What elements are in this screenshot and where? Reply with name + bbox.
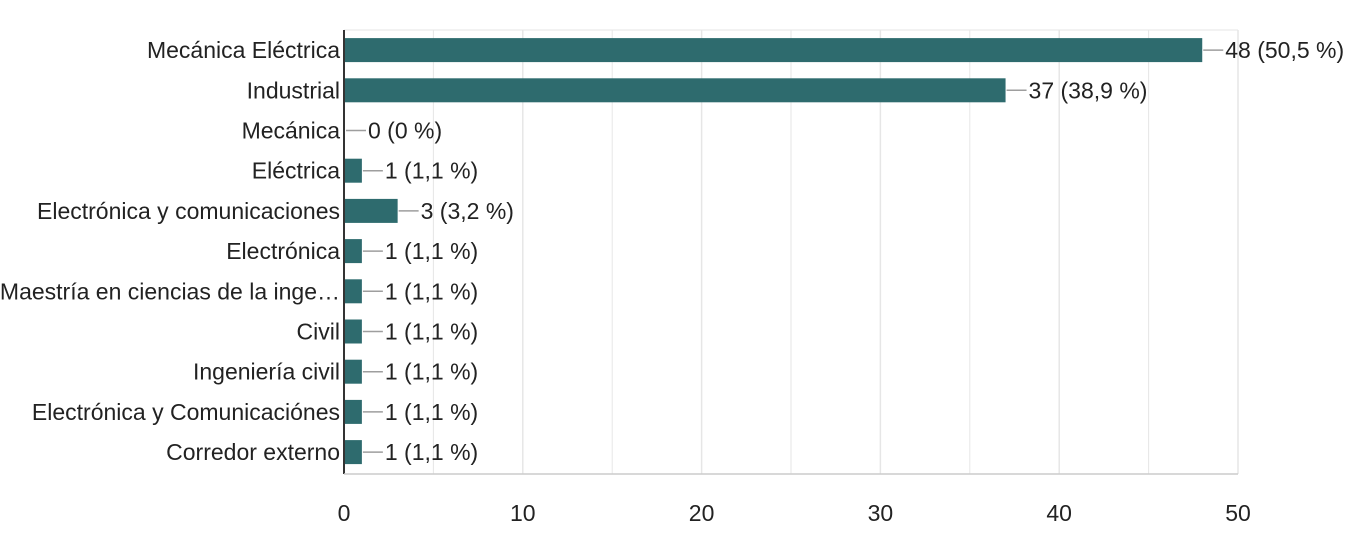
- data-label: 1 (1,1 %): [385, 439, 478, 465]
- category-label: Civil: [297, 319, 340, 345]
- x-tick-label: 50: [1225, 500, 1251, 526]
- category-label: Eléctrica: [252, 158, 340, 184]
- data-label: 1 (1,1 %): [385, 399, 478, 425]
- bar: [344, 399, 362, 424]
- axes: 0 10 20 30 40 50: [338, 30, 1251, 526]
- data-label: 48 (50,5 %): [1225, 37, 1344, 63]
- data-label: 0 (0 %): [368, 118, 442, 144]
- bar: [344, 198, 398, 223]
- category-label: Industrial: [247, 77, 340, 103]
- x-tick-label: 10: [510, 500, 536, 526]
- bars: [344, 38, 1203, 465]
- bar: [344, 319, 362, 344]
- category-label: Mecánica Eléctrica: [147, 37, 340, 63]
- data-label: 1 (1,1 %): [385, 319, 478, 345]
- x-tick-label: 0: [338, 500, 351, 526]
- data-label: 1 (1,1 %): [385, 158, 478, 184]
- bar: [344, 359, 362, 384]
- category-label: Electrónica: [226, 238, 340, 264]
- data-label: 3 (3,2 %): [421, 198, 514, 224]
- category-label: Electrónica y Comunicaciónes: [32, 399, 340, 425]
- category-label: Maestría en ciencias de la inge…: [0, 278, 340, 304]
- data-label: 1 (1,1 %): [385, 359, 478, 385]
- bar: [344, 38, 1203, 63]
- bar: [344, 158, 362, 183]
- x-tick-label: 20: [689, 500, 715, 526]
- category-label: Corredor externo: [166, 439, 340, 465]
- bar: [344, 78, 1006, 103]
- labels: 48 (50,5 %) Mecánica Eléctrica 37 (38,9 %)…: [0, 37, 1344, 465]
- category-label: Ingeniería civil: [193, 359, 340, 385]
- category-label: Mecánica: [242, 118, 341, 144]
- data-label: 37 (38,9 %): [1029, 77, 1148, 103]
- data-label: 1 (1,1 %): [385, 238, 478, 264]
- grid-lines: [344, 29, 1239, 474]
- bar: [344, 279, 362, 304]
- category-label: Electrónica y comunicaciones: [37, 198, 340, 224]
- data-label: 1 (1,1 %): [385, 278, 478, 304]
- bar: [344, 239, 362, 264]
- x-tick-label: 30: [868, 500, 894, 526]
- x-tick-label: 40: [1046, 500, 1072, 526]
- bar: [344, 440, 362, 465]
